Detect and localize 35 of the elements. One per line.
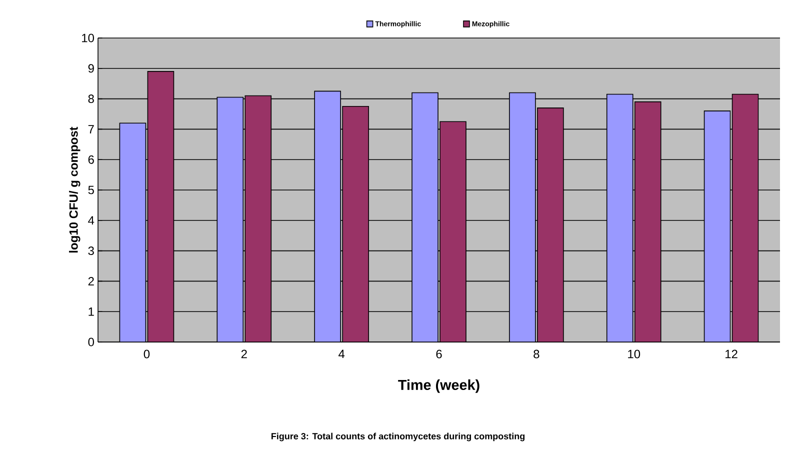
x-tick-label: 10 bbox=[628, 350, 640, 358]
y-tick-label: 0 bbox=[88, 338, 94, 346]
bar bbox=[606, 94, 634, 342]
bar bbox=[509, 92, 536, 342]
bar bbox=[634, 101, 662, 342]
caption: Figure 3: Total counts of actinomycetes during composting bbox=[272, 432, 524, 442]
bar bbox=[440, 121, 466, 342]
y-tick-label: 7 bbox=[88, 125, 94, 134]
y-tick-label: 1 bbox=[88, 307, 94, 316]
x-tick-label: 4 bbox=[338, 350, 345, 358]
bar bbox=[244, 95, 272, 342]
x-tick-label: 6 bbox=[436, 350, 442, 358]
y-axis-title: log10 CFU/ g compost bbox=[69, 126, 80, 253]
x-tick-label: 0 bbox=[144, 350, 150, 358]
x-axis-title: Time (week) bbox=[398, 379, 480, 393]
y-tick-label: 3 bbox=[88, 246, 94, 256]
y-tick-label: 5 bbox=[88, 186, 94, 194]
y-tick-label: 9 bbox=[88, 64, 94, 73]
bar bbox=[704, 110, 731, 342]
y-tick-label: 2 bbox=[88, 277, 94, 286]
x-tick-label: 8 bbox=[534, 350, 540, 358]
y-tick-label: 4 bbox=[88, 216, 94, 225]
y-tick-label: 6 bbox=[88, 155, 94, 164]
x-tick-label: 12 bbox=[726, 350, 738, 358]
bar bbox=[412, 92, 438, 342]
bar bbox=[119, 122, 146, 342]
bar bbox=[216, 96, 244, 342]
x-tick-label: 2 bbox=[241, 350, 247, 358]
bar bbox=[537, 108, 564, 342]
bar bbox=[342, 106, 369, 342]
y-tick-label: 8 bbox=[88, 94, 94, 104]
y-tick-label: 10 bbox=[82, 34, 94, 42]
bar bbox=[732, 94, 759, 342]
bar bbox=[147, 71, 174, 342]
bar bbox=[314, 90, 341, 342]
